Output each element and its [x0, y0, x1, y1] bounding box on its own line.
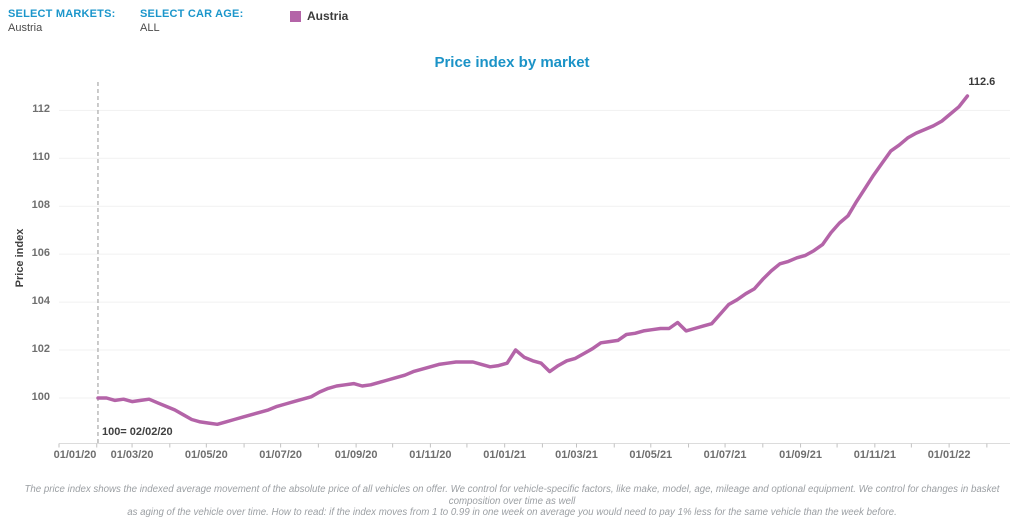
x-tick-label: 01/05/20 [184, 449, 228, 461]
legend-item-austria[interactable]: Austria [290, 9, 348, 23]
filter-car-age-value[interactable]: ALL [140, 22, 160, 34]
y-tick-label: 106 [31, 247, 50, 260]
series-end-value-label: 112.6 [968, 75, 996, 88]
x-tick-label: 01/07/20 [259, 449, 303, 461]
x-tick-label: 01/01/20 [53, 449, 97, 461]
chart-title: Price index by market [434, 54, 590, 71]
footer-line-2: as aging of the vehicle over time. How t… [127, 507, 897, 518]
y-tick-label: 100 [31, 390, 50, 403]
x-tick-label: 01/03/20 [110, 449, 154, 461]
austria-price-line [96, 94, 970, 427]
y-tick-label: 104 [31, 295, 50, 308]
x-tick-label: 01/09/21 [779, 449, 822, 461]
x-tick-label: 01/05/21 [629, 449, 673, 461]
y-tick-label: 112 [32, 103, 50, 116]
x-tick-label: 01/07/21 [703, 449, 747, 461]
filter-markets-value[interactable]: Austria [8, 22, 43, 34]
x-tick-label: 01/01/22 [927, 449, 971, 461]
x-tick-label: 01/11/21 [853, 449, 896, 461]
x-tick-label: 01/09/20 [334, 449, 378, 461]
x-tick-label: 01/03/21 [555, 449, 598, 461]
filter-markets: SELECT MARKETS: Austria [8, 8, 116, 34]
filter-car-age: SELECT CAR AGE: ALL [140, 8, 243, 34]
x-tick-label: 01/01/21 [483, 449, 527, 461]
reference-annotation: 100= 02/02/20 [101, 426, 173, 438]
filter-car-age-label: SELECT CAR AGE: [140, 8, 244, 20]
legend-swatch [290, 10, 301, 22]
filter-markets-label: SELECT MARKETS: [8, 8, 116, 20]
footer-line-1: The price index shows the indexed averag… [24, 484, 1000, 507]
footer-note: The price index shows the indexed averag… [0, 484, 1024, 519]
y-tick-label: 102 [31, 343, 50, 356]
legend-label: Austria [307, 9, 349, 23]
x-tick-label: 01/11/20 [409, 449, 452, 461]
y-tick-label: 108 [31, 199, 50, 212]
y-tick-label: 110 [32, 151, 50, 164]
